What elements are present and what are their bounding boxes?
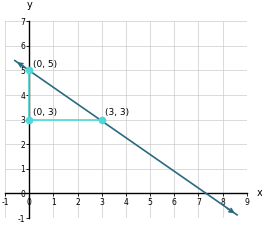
Text: x: x: [256, 189, 262, 198]
Text: (0, 3): (0, 3): [33, 108, 57, 117]
Text: (0, 5): (0, 5): [33, 60, 57, 69]
Text: (3, 3): (3, 3): [105, 108, 129, 117]
Text: y: y: [26, 0, 32, 10]
